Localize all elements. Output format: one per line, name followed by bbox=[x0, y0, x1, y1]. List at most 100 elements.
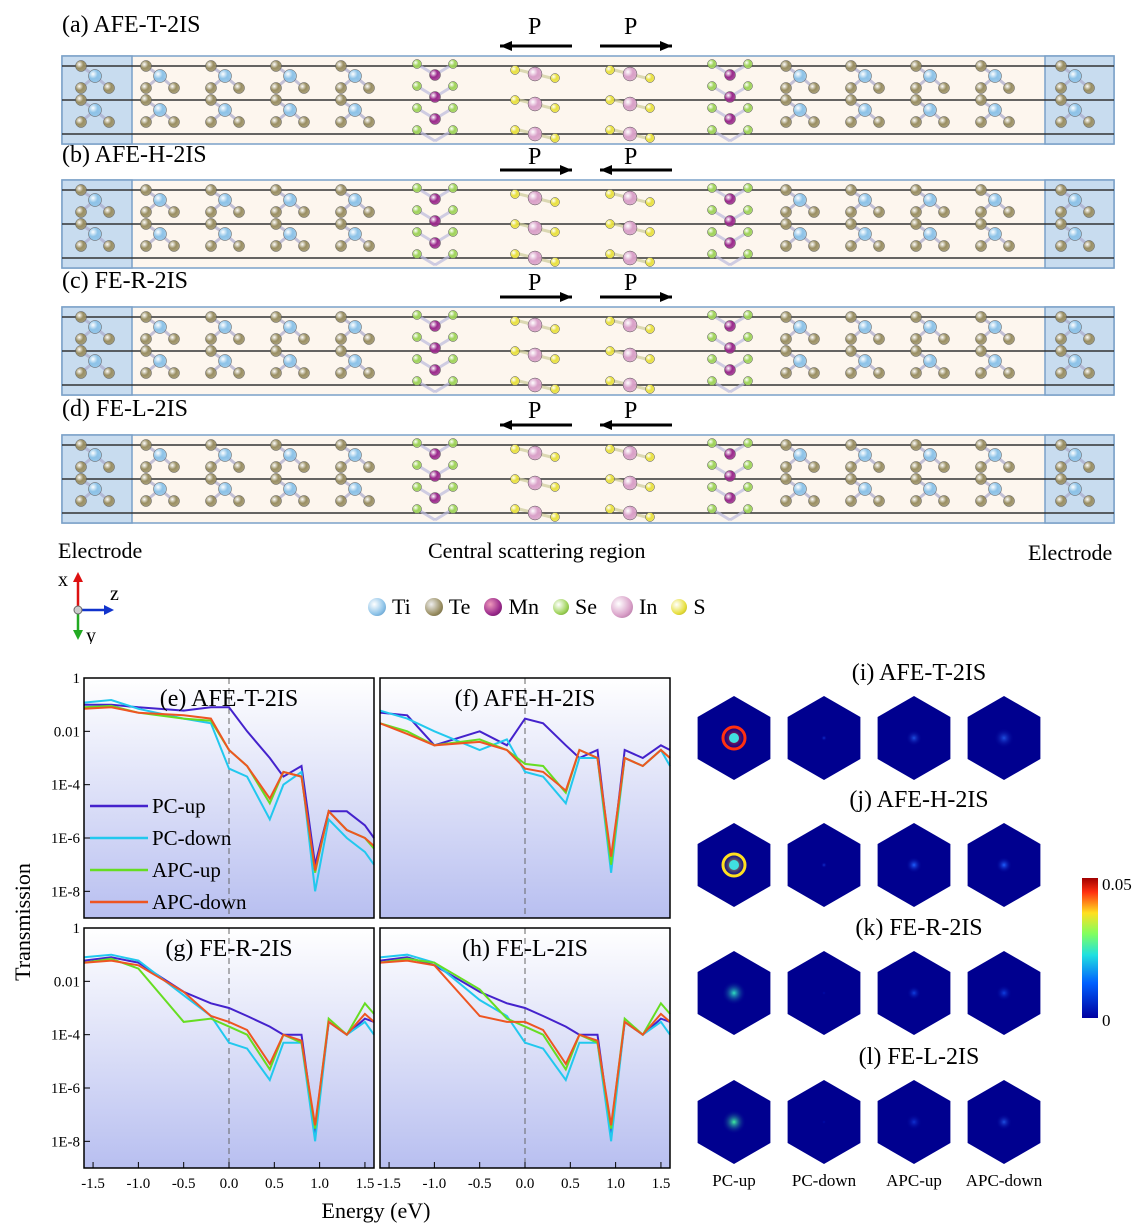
te-atom bbox=[910, 367, 922, 379]
te-atom bbox=[335, 82, 347, 94]
te-atom bbox=[335, 94, 347, 106]
ti-atom bbox=[858, 354, 872, 368]
transmission-ring bbox=[721, 725, 747, 751]
s-atom bbox=[510, 444, 520, 454]
mn-atom bbox=[429, 320, 441, 332]
te-atom bbox=[270, 333, 282, 345]
coordinate-axes-icon: x z y bbox=[58, 569, 119, 644]
te-atom bbox=[363, 116, 375, 128]
te-atom bbox=[75, 218, 87, 230]
te-atom bbox=[140, 495, 152, 507]
s-atom bbox=[605, 95, 615, 105]
ti-atom bbox=[988, 320, 1002, 334]
te-atom bbox=[975, 495, 987, 507]
te-atom bbox=[780, 94, 792, 106]
kmap-hexagon bbox=[967, 951, 1041, 1035]
te-atom bbox=[140, 240, 152, 252]
transmission-hotspot bbox=[906, 730, 922, 746]
legend-se: Se bbox=[553, 594, 597, 620]
te-atom bbox=[938, 461, 950, 473]
se-atom bbox=[743, 332, 753, 342]
kmap-column-label: PC-up bbox=[712, 1171, 755, 1190]
te-atom bbox=[845, 184, 857, 196]
se-atom bbox=[743, 482, 753, 492]
in-atom bbox=[622, 66, 638, 82]
te-atom bbox=[270, 311, 282, 323]
te-atom bbox=[808, 206, 820, 218]
te-atom bbox=[910, 461, 922, 473]
ti-atom bbox=[988, 103, 1002, 117]
te-atom bbox=[975, 218, 987, 230]
transmission-hotspot bbox=[996, 1114, 1012, 1130]
x-tick-label: 0.0 bbox=[516, 1176, 535, 1192]
series-line-apc-down bbox=[83, 706, 375, 871]
se-atom bbox=[707, 482, 717, 492]
ti-atom bbox=[923, 193, 937, 207]
x-tick-label: 1.0 bbox=[606, 1176, 625, 1192]
te-atom bbox=[845, 439, 857, 451]
te-atom bbox=[140, 311, 152, 323]
ti-atom bbox=[218, 69, 232, 83]
te-atom bbox=[205, 184, 217, 196]
s-atom bbox=[605, 474, 615, 484]
ti-atom bbox=[988, 482, 1002, 496]
te-atom bbox=[205, 473, 217, 485]
te-atom bbox=[1055, 473, 1067, 485]
kmap-hexagon bbox=[877, 1080, 951, 1164]
te-atom bbox=[335, 439, 347, 451]
x-tick-label: 1.0 bbox=[310, 1176, 329, 1192]
in-atom bbox=[622, 126, 638, 142]
ti-atom bbox=[1068, 354, 1082, 368]
transmission-panel-g: (g) FE-R-2IS 1 0.01 1E-4 1E-6 1E-8 -1.5 -1.0 -0.… bbox=[51, 921, 375, 1192]
legend-s: S bbox=[671, 594, 706, 620]
te-atom bbox=[270, 184, 282, 196]
te-atom bbox=[1003, 82, 1015, 94]
te-atom bbox=[873, 240, 885, 252]
series-line-pc-up bbox=[379, 711, 671, 865]
te-atom bbox=[168, 367, 180, 379]
te-atom bbox=[103, 495, 115, 507]
in-atom bbox=[622, 377, 638, 393]
mn-atom bbox=[429, 237, 441, 249]
s-atom bbox=[605, 125, 615, 135]
se-atom bbox=[707, 81, 717, 91]
se-atom bbox=[743, 59, 753, 69]
te-atom bbox=[140, 184, 152, 196]
x-tick-label: -1.0 bbox=[423, 1176, 447, 1192]
se-atom bbox=[448, 310, 458, 320]
se-atom bbox=[412, 438, 422, 448]
te-atom bbox=[335, 240, 347, 252]
te-atom bbox=[335, 461, 347, 473]
s-atom bbox=[550, 452, 560, 462]
kmap-title: (i) AFE-T-2IS bbox=[852, 660, 986, 686]
te-atom bbox=[910, 311, 922, 323]
te-atom bbox=[975, 345, 987, 357]
axis-y-label: y bbox=[86, 625, 96, 644]
s-atom bbox=[550, 354, 560, 364]
te-atom bbox=[335, 473, 347, 485]
te-atom bbox=[1055, 495, 1067, 507]
te-atom bbox=[938, 367, 950, 379]
te-atom bbox=[103, 82, 115, 94]
te-atom bbox=[1055, 367, 1067, 379]
te-atom bbox=[233, 495, 245, 507]
te-atom bbox=[205, 461, 217, 473]
te-atom bbox=[845, 461, 857, 473]
te-atom bbox=[975, 116, 987, 128]
kmap-hexagon bbox=[877, 823, 951, 907]
se-atom bbox=[743, 310, 753, 320]
se-atom bbox=[448, 81, 458, 91]
te-atom bbox=[975, 206, 987, 218]
ti-atom bbox=[88, 103, 102, 117]
kmap-hexagon bbox=[877, 951, 951, 1035]
te-atom bbox=[298, 461, 310, 473]
ti-atom bbox=[88, 354, 102, 368]
se-atom bbox=[707, 438, 717, 448]
te-atom bbox=[780, 473, 792, 485]
ti-atom bbox=[283, 320, 297, 334]
se-atom bbox=[707, 183, 717, 193]
ti-atom bbox=[348, 354, 362, 368]
ti-atom bbox=[1068, 227, 1082, 241]
te-atom bbox=[270, 60, 282, 72]
s-atom bbox=[645, 324, 655, 334]
